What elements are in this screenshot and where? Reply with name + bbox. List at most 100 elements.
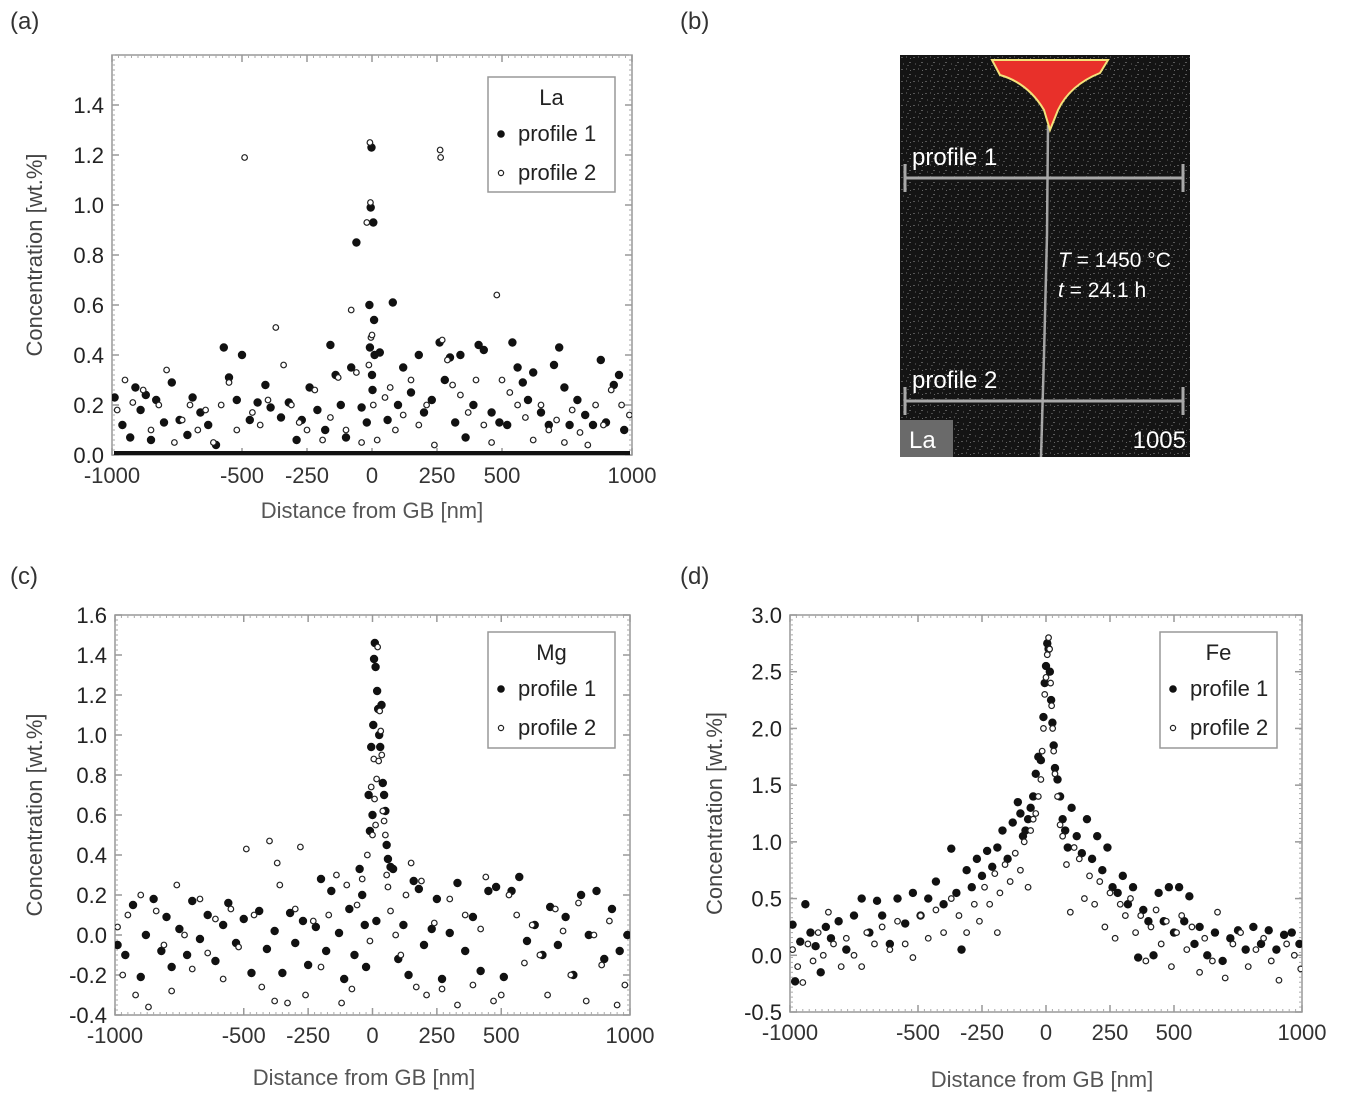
y-tick-label: 1.0 (73, 193, 104, 218)
data-point-open (837, 963, 845, 971)
data-point-filled (115, 940, 122, 950)
data-point-open (256, 421, 264, 429)
data-point-filled (1264, 926, 1273, 935)
data-point-open (437, 154, 445, 161)
data-point-filled (849, 911, 859, 920)
data-point-filled (369, 654, 379, 664)
data-point-open (1196, 968, 1203, 976)
data-point-open (1063, 861, 1070, 868)
data-point-filled (596, 355, 605, 365)
data-point-filled (388, 864, 398, 874)
data-point-open (871, 940, 878, 948)
data-point-open (219, 975, 227, 983)
series-profile-1 (115, 638, 630, 984)
x-tick-label: -250 (960, 1020, 1004, 1045)
data-point-filled (592, 886, 601, 896)
data-point-filled (406, 388, 416, 397)
data-point-filled (409, 876, 418, 886)
data-point-open (333, 871, 340, 879)
data-point-open (379, 807, 387, 815)
data-point-open (241, 154, 249, 161)
data-point-filled (313, 405, 322, 415)
data-point-filled (857, 894, 866, 903)
data-point-open (378, 751, 386, 759)
data-point-filled (451, 418, 460, 427)
data-point-filled (565, 420, 574, 430)
data-point-filled (1241, 945, 1250, 954)
data-point-open (444, 356, 451, 364)
data-point-open (790, 946, 796, 954)
data-point-filled (266, 403, 275, 412)
data-point-open (1111, 934, 1119, 942)
legend-entry-label: profile 1 (518, 121, 596, 146)
data-point-open (482, 873, 490, 881)
data-point-filled (414, 350, 423, 360)
data-point-open (932, 906, 940, 914)
data-point-open (358, 439, 366, 446)
data-point-filled (383, 415, 392, 425)
y-tick-label: 0.6 (76, 803, 107, 828)
data-point-filled (141, 930, 151, 940)
data-point-open (1066, 908, 1074, 916)
data-point-filled (118, 420, 127, 430)
data-point-filled (1029, 792, 1038, 801)
data-point-open (996, 889, 1004, 897)
data-point-filled (352, 238, 361, 247)
data-point-filled (167, 378, 176, 387)
data-point-filled (1113, 888, 1122, 898)
data-point-open (436, 146, 444, 154)
data-point-open (381, 831, 389, 839)
data-point-filled (262, 944, 272, 954)
y-tick-label: 1.4 (73, 93, 104, 118)
data-point-open (1017, 866, 1024, 874)
data-point-filled (1082, 814, 1092, 824)
time-label: t = 24.1 h (1058, 279, 1146, 302)
data-point-open (1147, 923, 1155, 931)
data-point-filled (469, 400, 478, 410)
data-point-open (402, 891, 410, 899)
x-tick-label: 0 (366, 1023, 378, 1048)
data-point-open (1142, 957, 1150, 965)
data-point-filled (371, 662, 380, 672)
x-tick-label: -500 (896, 1020, 940, 1045)
data-point-open (1132, 929, 1140, 937)
legend-title: Fe (1206, 640, 1232, 665)
data-point-open (1029, 815, 1037, 823)
data-point-filled (399, 363, 408, 372)
data-point-open (1173, 929, 1180, 937)
data-point-filled (218, 920, 228, 930)
data-point-open (830, 940, 837, 948)
data-point-open (272, 324, 280, 331)
data-point-filled (972, 854, 982, 864)
data-point-open (1101, 923, 1109, 931)
y-tick-label: 0.0 (73, 443, 104, 468)
data-point-filled (347, 363, 356, 372)
data-point-filled (1226, 934, 1235, 943)
legend-box (487, 631, 616, 749)
data-point-open (970, 900, 978, 908)
data-point-open (325, 911, 333, 919)
map-background (900, 55, 1190, 457)
data-point-open (196, 895, 204, 903)
data-point-open (924, 934, 932, 942)
data-point-filled (136, 405, 145, 415)
data-point-filled (366, 203, 375, 212)
data-point-filled (924, 894, 933, 903)
x-tick-label: 1000 (606, 1023, 655, 1048)
data-point-open (568, 406, 576, 414)
data-point-filled (1174, 883, 1184, 892)
y-tick-label: 2.0 (751, 716, 782, 741)
data-point-open (590, 931, 598, 939)
legend-marker-open (1169, 724, 1177, 732)
data-point-open (334, 374, 342, 381)
data-point-open (121, 376, 129, 384)
data-point-filled (988, 862, 997, 872)
data-point-filled (327, 886, 336, 896)
data-point-open (327, 414, 334, 421)
data-point-open (132, 991, 140, 999)
data-point-filled (536, 408, 546, 417)
x-tick-label: -1000 (87, 1023, 143, 1048)
data-point-open (225, 379, 233, 386)
hotspot-region (990, 59, 1110, 134)
profile-1-line (903, 164, 1185, 192)
